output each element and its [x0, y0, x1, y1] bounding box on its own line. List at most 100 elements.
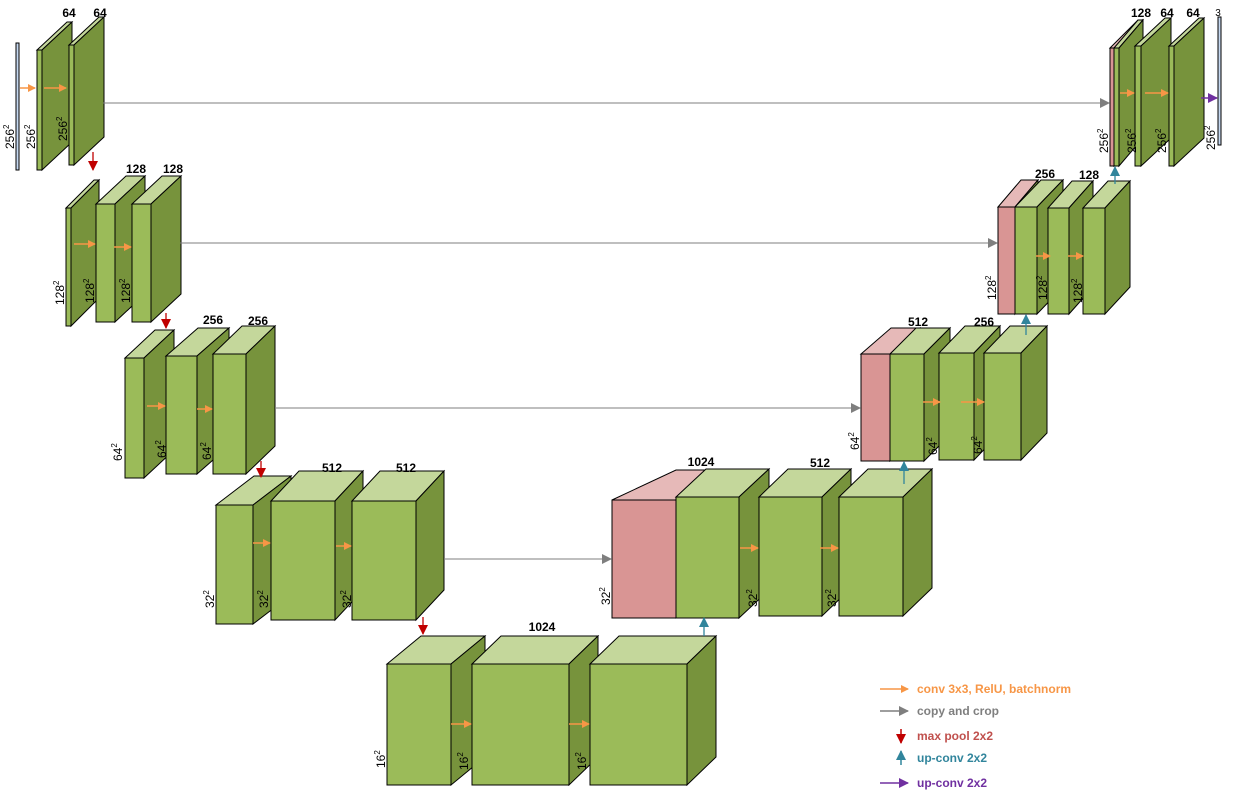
res-label-dec2-copy-base: 128: [985, 280, 999, 300]
res-label-dec4-copy: 322: [598, 587, 613, 605]
dec4-block-c: [837, 467, 934, 618]
res-label-bottleneck-b-base: 16: [575, 756, 589, 770]
dec2-block-b-front: [1047, 207, 1070, 315]
input-block: [15, 42, 20, 171]
res-label-enc2-a-base: 128: [83, 283, 97, 303]
res-label-dec3-b-exp: 2: [970, 436, 979, 441]
channel-label-dec2-b: 128: [1079, 168, 1099, 182]
res-label-dec4-b-base: 32: [825, 593, 839, 607]
enc2-block-pre-front: [65, 207, 72, 327]
dec1-block-c: [1167, 16, 1206, 168]
enc1-block-a-front: [36, 49, 43, 171]
res-label-bottleneck-pre-exp: 2: [373, 750, 382, 755]
res-label-output-exp: 2: [1203, 125, 1212, 130]
res-label-enc4-pre-exp: 2: [202, 590, 211, 595]
bottleneck-a-front: [471, 663, 570, 786]
bottleneck-b-front: [589, 663, 688, 786]
dec2-block-c: [1081, 179, 1132, 316]
channel-label-enc1-b: 64: [93, 6, 107, 20]
res-label-enc1-a: 2562: [23, 124, 38, 149]
dec1-block-a-front: [1113, 47, 1120, 167]
channel-label-enc4-a: 512: [322, 461, 342, 475]
res-label-dec3-a-base: 64: [926, 441, 940, 455]
res-label-enc3-a: 642: [154, 440, 169, 458]
res-label-bottleneck-a: 162: [456, 752, 471, 770]
channel-label-enc3-a: 256: [203, 313, 223, 327]
res-label-dec2-b-base: 128: [1071, 283, 1085, 303]
res-label-dec1-a: 2562: [1124, 128, 1139, 153]
enc3-block-b: [211, 324, 277, 476]
dec2-copy-front: [997, 206, 1016, 315]
res-label-dec2-a-base: 128: [1036, 280, 1050, 300]
legend-final-label: up-conv 2x2: [917, 776, 987, 790]
channel-label-dec1-b: 64: [1160, 6, 1174, 20]
enc2-block-b-front: [131, 203, 152, 323]
enc4-block-a-front: [270, 500, 336, 621]
res-label-dec3-a: 642: [925, 437, 940, 455]
res-label-enc2-a: 1282: [82, 278, 97, 303]
legend-pool-label: max pool 2x2: [917, 729, 993, 743]
dec2-block-a-front: [1014, 206, 1038, 315]
res-label-enc1-a-exp: 2: [23, 124, 32, 129]
res-label-dec3-copy-exp: 2: [847, 432, 856, 437]
res-label-dec1-a-exp: 2: [1124, 128, 1133, 133]
dec4-block-c-front: [838, 496, 904, 617]
enc2-block-pre: [64, 178, 101, 328]
res-label-dec1-copy-base: 256: [1097, 133, 1111, 153]
dec3-copy-front: [860, 353, 891, 462]
res-label-dec3-copy: 642: [847, 432, 862, 450]
dec1-block-c-front: [1168, 45, 1175, 167]
enc4-block-b: [350, 469, 446, 622]
channel-label-dec1-c: 64: [1186, 6, 1200, 20]
res-label-dec3-a-exp: 2: [925, 437, 934, 442]
res-label-enc2-b-base: 128: [119, 283, 133, 303]
res-label-bottleneck-a-exp: 2: [456, 752, 465, 757]
res-label-dec4-a: 322: [745, 589, 760, 607]
enc4-block-b-front: [351, 500, 417, 621]
channel-label-enc4-b: 512: [396, 461, 416, 475]
res-label-dec3-copy-base: 64: [848, 436, 862, 450]
res-label-enc4-pre-base: 32: [203, 594, 217, 608]
res-label-dec1-b-base: 256: [1155, 133, 1169, 153]
channel-label-enc1-a: 64: [62, 6, 76, 20]
res-label-enc3-b-base: 64: [200, 446, 214, 460]
res-label-enc2-a-exp: 2: [82, 278, 91, 283]
res-label-enc1-b-exp: 2: [55, 116, 64, 121]
dec3-block-c-front: [983, 352, 1022, 461]
channel-label-dec3-a: 512: [908, 315, 928, 329]
res-label-dec2-b-exp: 2: [1070, 278, 1079, 283]
res-label-enc1-a-base: 256: [24, 129, 38, 149]
channel-label-output: 3: [1215, 8, 1221, 19]
enc3-block-a-front: [165, 355, 198, 475]
res-label-enc3-pre: 642: [110, 443, 125, 461]
res-label-enc1-b-base: 256: [56, 121, 70, 141]
dec2-block-c-front: [1082, 207, 1106, 315]
res-label-dec3-b-base: 64: [971, 440, 985, 454]
enc2-block-b: [130, 174, 183, 324]
enc1-block-b-front: [68, 44, 75, 166]
channel-label-enc3-b: 256: [248, 314, 268, 328]
res-label-enc3-a-exp: 2: [154, 440, 163, 445]
channel-label-enc2-b: 128: [163, 162, 183, 176]
res-label-enc1-b: 2562: [55, 116, 70, 141]
res-label-enc4-a: 322: [256, 590, 271, 608]
res-label-enc3-b: 642: [199, 442, 214, 460]
res-label-dec2-copy: 1282: [984, 275, 999, 300]
res-label-enc2-b-exp: 2: [118, 278, 127, 283]
enc1-block-a: [35, 20, 74, 172]
res-label-dec4-a-exp: 2: [745, 589, 754, 594]
res-label-output-base: 256: [1204, 130, 1218, 150]
legend-upconv-label: up-conv 2x2: [917, 751, 987, 765]
res-label-dec2-a-exp: 2: [1035, 275, 1044, 280]
channel-label-dec4-b: 512: [810, 456, 830, 470]
bottleneck-pre-front: [386, 663, 452, 786]
output-block: [1217, 16, 1222, 146]
enc2-block-a-front: [95, 203, 116, 323]
res-label-input: 2562: [2, 124, 17, 149]
res-label-bottleneck-b: 162: [574, 752, 589, 770]
legend: conv 3x3, RelU, batchnorm copy and crop ma…: [880, 682, 1071, 790]
channel-label-dec4-a: 1024: [688, 455, 715, 469]
res-label-dec2-copy-exp: 2: [984, 275, 993, 280]
